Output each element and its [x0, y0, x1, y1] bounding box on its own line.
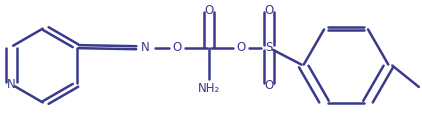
Text: N: N: [7, 78, 16, 91]
Text: N: N: [141, 41, 150, 54]
Text: O: O: [265, 79, 274, 92]
Text: O: O: [173, 41, 182, 54]
Text: O: O: [265, 4, 274, 17]
Text: O: O: [204, 4, 214, 17]
Text: O: O: [236, 41, 245, 54]
Text: S: S: [265, 41, 273, 54]
Text: NH₂: NH₂: [198, 82, 220, 95]
